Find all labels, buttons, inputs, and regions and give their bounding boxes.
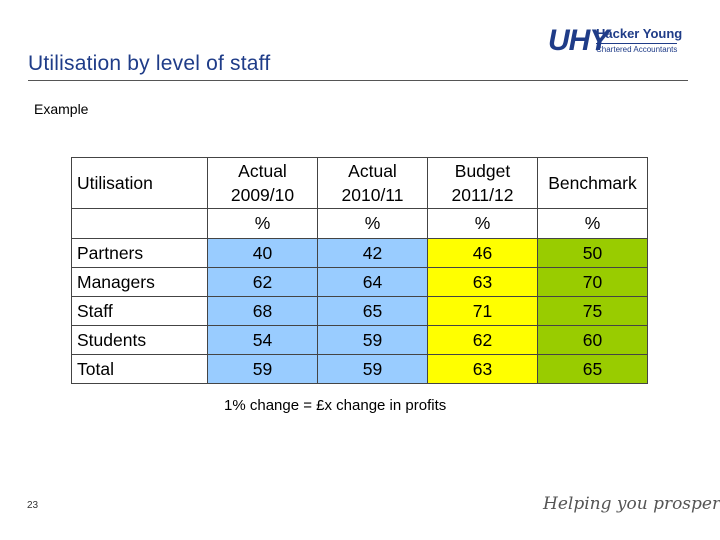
header-cell: Benchmark bbox=[537, 157, 648, 209]
value-cell: 50 bbox=[537, 238, 648, 268]
table-row: Students 54 59 62 60 bbox=[71, 325, 648, 355]
table-row: Total 59 59 63 65 bbox=[71, 354, 648, 384]
units-label-cell bbox=[71, 208, 208, 239]
title-divider bbox=[28, 80, 688, 81]
row-label: Managers bbox=[71, 267, 208, 297]
header-label-cell: Utilisation bbox=[71, 157, 208, 209]
value-cell: 70 bbox=[537, 267, 648, 297]
value-cell: 63 bbox=[427, 267, 538, 297]
header-cell: Actual 2010/11 bbox=[317, 157, 428, 209]
row-label: Students bbox=[71, 325, 208, 355]
table-header-row: Utilisation Actual 2009/10 Actual 2010/11 … bbox=[71, 157, 648, 209]
header-cell: Budget 2011/12 bbox=[427, 157, 538, 209]
units-cell: % bbox=[317, 208, 428, 239]
utilisation-table: Utilisation Actual 2009/10 Actual 2010/11 … bbox=[71, 157, 648, 384]
tagline: Helping you prosper bbox=[543, 494, 720, 514]
slide-subtitle: Example bbox=[34, 101, 89, 117]
row-label: Partners bbox=[71, 238, 208, 268]
units-cell: % bbox=[537, 208, 648, 239]
value-cell: 71 bbox=[427, 296, 538, 326]
units-cell: % bbox=[427, 208, 538, 239]
logo-subtitle: Chartered Accountants bbox=[596, 43, 678, 54]
row-label: Total bbox=[71, 354, 208, 384]
slide-title: Utilisation by level of staff bbox=[28, 52, 271, 75]
value-cell: 75 bbox=[537, 296, 648, 326]
logo-mark: UHY bbox=[548, 24, 609, 57]
value-cell: 40 bbox=[207, 238, 318, 268]
units-cell: % bbox=[207, 208, 318, 239]
value-cell: 59 bbox=[207, 354, 318, 384]
profit-note: 1% change = £x change in profits bbox=[224, 397, 447, 414]
header-cell: Actual 2009/10 bbox=[207, 157, 318, 209]
table-units-row: % % % % bbox=[71, 208, 648, 239]
value-cell: 42 bbox=[317, 238, 428, 268]
value-cell: 54 bbox=[207, 325, 318, 355]
value-cell: 68 bbox=[207, 296, 318, 326]
value-cell: 59 bbox=[317, 325, 428, 355]
value-cell: 60 bbox=[537, 325, 648, 355]
value-cell: 46 bbox=[427, 238, 538, 268]
page-number: 23 bbox=[27, 500, 39, 511]
value-cell: 63 bbox=[427, 354, 538, 384]
row-label: Staff bbox=[71, 296, 208, 326]
table-row: Partners 40 42 46 50 bbox=[71, 238, 648, 268]
table-row: Managers 62 64 63 70 bbox=[71, 267, 648, 297]
value-cell: 59 bbox=[317, 354, 428, 384]
company-logo: UHY Hacker Young Chartered Accountants bbox=[548, 24, 698, 64]
value-cell: 64 bbox=[317, 267, 428, 297]
value-cell: 62 bbox=[207, 267, 318, 297]
table-row: Staff 68 65 71 75 bbox=[71, 296, 648, 326]
value-cell: 65 bbox=[537, 354, 648, 384]
value-cell: 62 bbox=[427, 325, 538, 355]
logo-name: Hacker Young bbox=[596, 26, 683, 41]
value-cell: 65 bbox=[317, 296, 428, 326]
